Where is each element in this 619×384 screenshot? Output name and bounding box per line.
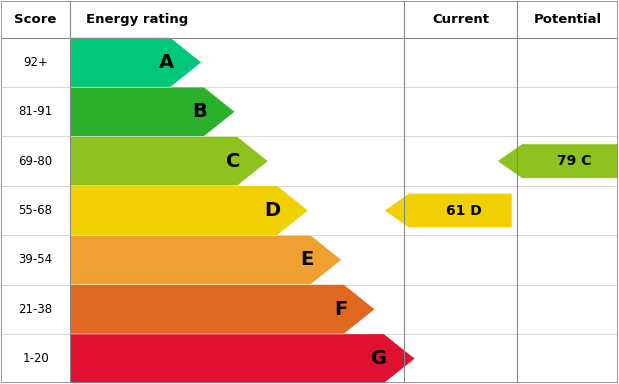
Bar [1, 38, 71, 87]
Polygon shape [71, 38, 201, 87]
Text: 1-20: 1-20 [22, 352, 49, 365]
Bar [517, 186, 618, 235]
Text: Score: Score [14, 13, 57, 26]
Bar [517, 235, 618, 285]
Bar [404, 334, 517, 383]
Bar [404, 186, 517, 235]
Text: 61 D: 61 D [446, 204, 482, 217]
Polygon shape [384, 193, 512, 228]
Polygon shape [71, 334, 415, 383]
Text: 55-68: 55-68 [19, 204, 53, 217]
Text: F: F [334, 300, 347, 319]
Text: E: E [300, 250, 314, 270]
Bar [404, 87, 517, 136]
Text: Potential: Potential [534, 13, 602, 26]
Bar [1, 186, 71, 235]
Bar [404, 285, 517, 334]
Bar [517, 136, 618, 186]
Polygon shape [71, 285, 375, 334]
Bar [517, 87, 618, 136]
Text: 69-80: 69-80 [19, 155, 53, 168]
Bar [1, 87, 71, 136]
Text: 39-54: 39-54 [19, 253, 53, 266]
Bar [1, 235, 71, 285]
Bar [1, 136, 71, 186]
Text: A: A [158, 53, 173, 72]
Text: 21-38: 21-38 [19, 303, 53, 316]
Text: Current: Current [432, 13, 489, 26]
Text: Energy rating: Energy rating [86, 13, 188, 26]
Text: 92+: 92+ [23, 56, 48, 69]
Bar [517, 38, 618, 87]
Text: D: D [264, 201, 280, 220]
Text: B: B [193, 102, 207, 121]
Polygon shape [497, 144, 619, 179]
Bar [517, 285, 618, 334]
Polygon shape [71, 87, 235, 136]
Text: 79 C: 79 C [556, 154, 591, 168]
Text: C: C [226, 152, 240, 170]
Bar [1, 334, 71, 383]
Bar [404, 235, 517, 285]
Polygon shape [71, 235, 342, 285]
Text: 81-91: 81-91 [19, 105, 53, 118]
Bar [404, 136, 517, 186]
Bar [404, 38, 517, 87]
Text: G: G [371, 349, 387, 368]
Bar [517, 334, 618, 383]
Bar [1, 285, 71, 334]
Polygon shape [71, 186, 308, 235]
Polygon shape [71, 136, 268, 186]
